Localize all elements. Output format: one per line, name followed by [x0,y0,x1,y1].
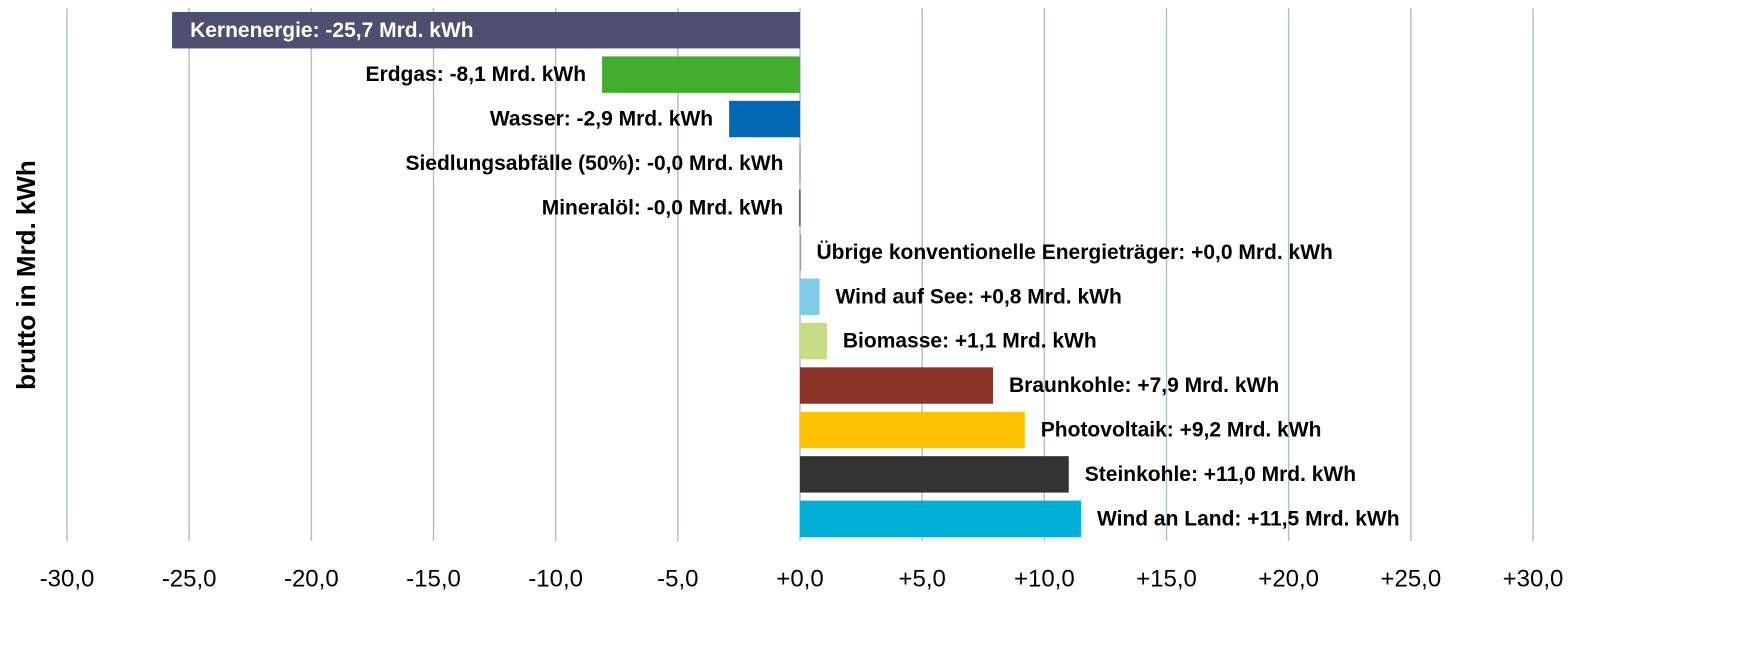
data-label: Biomasse: +1,1 Mrd. kWh [843,330,1097,353]
x-tick-label: +25,0 [1380,565,1441,592]
data-label: Kernenergie: -25,7 Mrd. kWh [190,19,474,42]
bar [602,56,800,93]
data-label: Braunkohle: +7,9 Mrd. kWh [1009,374,1279,397]
x-tick-label: +10,0 [1014,565,1075,592]
data-label: Steinkohle: +11,0 Mrd. kWh [1085,463,1356,486]
bar [172,11,800,49]
data-label: Übrige konventionelle Energieträger: +0,… [816,241,1332,264]
bar [800,500,1081,538]
data-label: Wind auf See: +0,8 Mrd. kWh [836,285,1122,308]
bar [729,100,800,138]
data-label: Photovoltaik: +9,2 Mrd. kWh [1041,419,1322,442]
data-label: Mineralöl: -0,0 Mrd. kWh [542,196,784,219]
bar [800,234,802,271]
x-tick-label: +30,0 [1503,565,1564,592]
bar [800,278,820,315]
x-tick-label: -5,0 [657,565,698,592]
bar [799,145,801,182]
x-tick-label: -10,0 [528,565,583,592]
data-label: Wasser: -2,9 Mrd. kWh [490,108,713,131]
bar [800,411,1025,449]
bar [800,456,1069,493]
x-tick-label: +5,0 [898,565,945,592]
bar [799,189,801,227]
x-tick-label: -15,0 [406,565,461,592]
x-tick-label: -30,0 [40,565,95,592]
x-tick-label: -25,0 [162,565,217,592]
data-label: Wind an Land: +11,5 Mrd. kWh [1097,507,1400,530]
x-tick-label: +20,0 [1258,565,1319,592]
bar [800,367,994,404]
data-label: Erdgas: -8,1 Mrd. kWh [366,63,587,86]
bar [800,322,827,360]
x-tick-label: +15,0 [1136,565,1197,592]
data-label: Siedlungsabfälle (50%): -0,0 Mrd. kWh [405,152,783,175]
x-tick-label: -20,0 [284,565,339,592]
x-tick-label: +0,0 [776,565,823,592]
y-axis-label: brutto in Mrd. kWh [11,160,41,390]
